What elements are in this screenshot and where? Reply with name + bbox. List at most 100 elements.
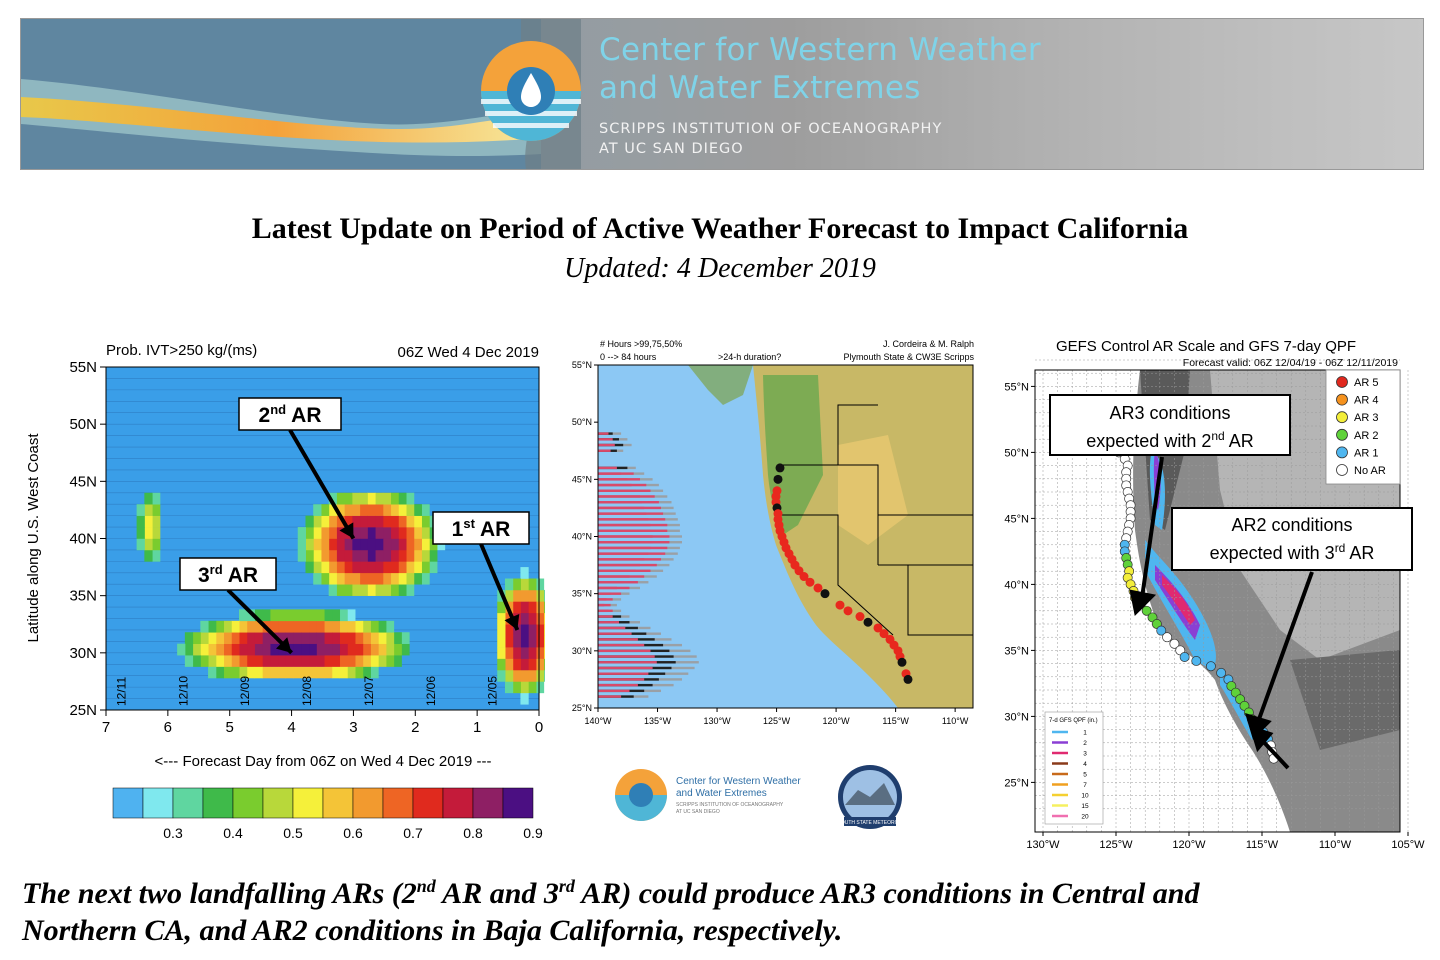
hm-cell [269,655,279,667]
hm-arrow-line [479,543,520,631]
dur-bar-99 [598,621,619,624]
hm-cell [238,655,248,667]
hm-cell [331,655,341,667]
hm-cell [535,624,545,636]
dur-bar-99 [598,643,645,647]
ar-ytick-label: 30°N [1004,711,1029,723]
hm-cell [367,515,376,528]
hm-cell [413,515,422,528]
hm-cell [421,549,430,562]
hm-arrow-line [288,428,356,540]
ar-ytick-label: 50°N [1004,447,1029,459]
dur-bar-99 [598,615,613,618]
hm-cell [375,538,384,551]
qpf-legend-label: 5 [1083,772,1087,779]
dur-bar-99 [598,672,649,675]
hm-cell [406,572,415,585]
hm-cell [413,538,422,551]
hm-cell [293,666,302,679]
ar-legend-swatch [1336,446,1348,459]
hm-cell [324,632,333,644]
hm-cell [382,492,392,505]
hm-cell [362,632,371,644]
hm-cell [177,643,186,656]
hm-cell [406,492,415,505]
hm-cell [208,632,217,644]
hm-ytick-label: 45N [69,473,97,490]
chart3-legend: AR 5 AR 4 AR 3 AR 2 AR 1 No AR [1336,376,1386,477]
chart3-x-ticks: 130°W 125°W 120°W 115°W 110°W 105°W [1026,832,1425,851]
hm-colorbar-swatch [262,787,294,819]
hm-cell [504,589,514,602]
summary-caption: The next two landfalling ARs (2nd AR and… [22,868,1422,949]
hm-cell [300,609,310,622]
hm-date-label: 12/11 [114,677,128,706]
dur-bar-99 [598,535,653,538]
dur-bar-99 [598,666,653,670]
hm-cell [293,609,302,622]
hm-cell [378,620,387,633]
ar-xtick-label: 115°W [1246,839,1279,851]
hm-cell [200,643,209,656]
chart2-header-mid: >24-h duration? [718,352,781,362]
dur-bar-99 [598,546,651,550]
hm-cell [406,549,415,562]
ar-legend-label: AR 1 [1354,447,1378,459]
hm-cell [305,561,314,574]
hm-cell [320,515,330,528]
hm-cell [215,643,225,656]
dur-bar-99 [598,501,643,504]
hm-cell [144,549,153,562]
hm-cell [339,632,348,644]
hm-cell [512,578,521,591]
hm-cell [277,632,286,644]
hm-cell [543,647,545,659]
hm-cell [543,658,545,671]
ar-ytick-label: 45°N [1004,513,1029,525]
hm-cell [497,669,506,682]
dur-bar-99 [598,609,609,613]
hm-cell [421,538,430,551]
hm-colorbar-swatch [112,787,144,819]
hm-cell [293,620,302,633]
hm-cell [339,643,348,656]
hm-cell [429,549,438,562]
hm-cell [520,567,529,579]
hm-cell [504,624,514,636]
hm-cell [421,504,430,516]
hm-cell [421,572,430,585]
hm-cell [359,527,368,539]
ar-coast-dot [1169,638,1180,649]
hm-cell [308,655,317,667]
dur-bar-99 [598,569,636,572]
hm-cell [152,492,161,505]
hm-cell [254,620,263,633]
hm-cell [347,655,356,667]
hm-cell [421,515,430,528]
dur-coast-dot [863,617,873,627]
hm-cell [324,620,333,633]
hm-cell [543,601,545,614]
hm-colorbar-swatch [172,787,204,819]
hm-cell [344,561,353,574]
dur-xtick-label: 115°W [882,716,909,726]
hm-cell [378,632,387,644]
hm-cell [339,655,348,667]
hm-cell [413,572,422,585]
dur-bar-99 [598,449,611,452]
hm-cell [413,527,422,539]
hm-cell [277,655,286,667]
hm-cell [406,515,415,528]
chart3-subtitle: Forecast valid: 06Z 12/04/19 - 06Z 12/11… [1183,357,1398,369]
hm-cell [300,620,310,633]
hm-cell [375,527,384,539]
hm-cell [324,609,333,622]
dur-ytick-label: 55°N [572,360,592,370]
hm-cell [152,515,161,528]
hm-colorbar-swatch [232,787,264,819]
hm-cell [347,609,356,622]
dur-coast-dot [805,577,815,587]
hm-cell [367,584,376,596]
hm-cell [231,643,240,656]
hm-cell [320,527,330,539]
